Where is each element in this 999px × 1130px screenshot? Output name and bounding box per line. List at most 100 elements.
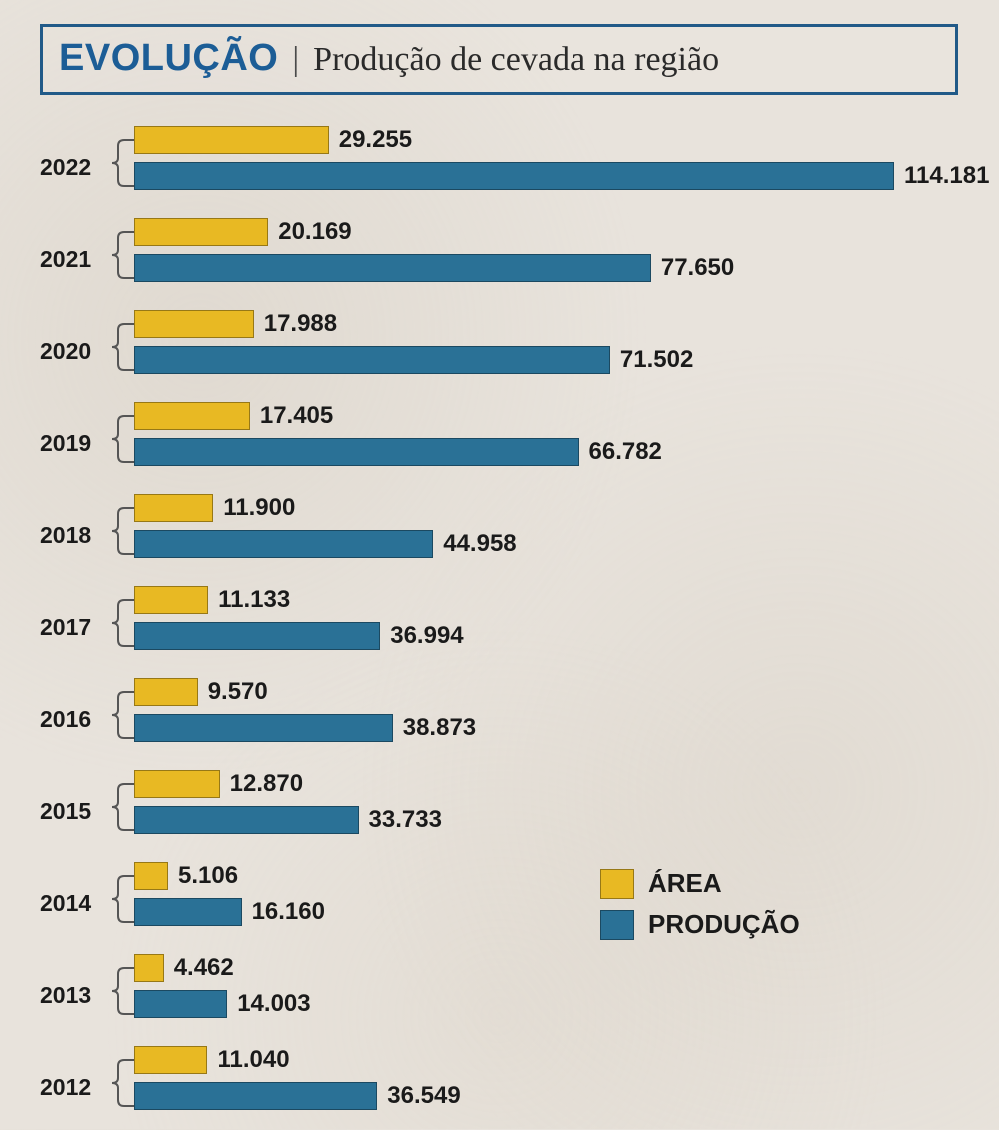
bar-fill-producao [134,438,579,466]
bar-fill-producao [134,990,227,1018]
chart-row: 2015 12.870 33.733 [40,762,958,848]
bar-fill-producao [134,898,242,926]
legend-item-area: ÁREA [600,868,800,899]
chart-row: 2017 11.133 36.994 [40,578,958,664]
bar-value-producao: 71.502 [620,346,693,374]
bracket-icon [108,136,134,190]
bracket-icon [108,320,134,374]
bar-group: 9.57038.873 [134,678,958,750]
bar-group: 29.255 114.181 [134,126,958,198]
bar-fill-area [134,310,254,338]
chart-row: 2022 29.255 114.181 [40,118,958,204]
bar-producao: 14.003 [134,990,958,1018]
bar-producao: 66.782 [134,438,958,466]
bar-value-area: 20.169 [278,218,351,246]
title-separator: | [292,41,299,79]
bar-fill-area [134,1046,207,1074]
bracket-icon [108,872,134,926]
bracket-icon [108,780,134,834]
year-label: 2019 [40,430,110,457]
bar-producao: 44.958 [134,530,958,558]
year-label: 2015 [40,798,110,825]
bar-area: 11.040 [134,1046,958,1074]
title-subtitle: Produção de cevada na região [313,41,719,79]
bar-fill-producao [134,254,651,282]
bar-group: 17.405 66.782 [134,402,958,474]
bar-producao: 71.502 [134,346,958,374]
bar-area: 29.255 [134,126,958,154]
bar-fill-producao [134,346,610,374]
year-label: 2017 [40,614,110,641]
bar-value-producao: 66.782 [589,438,662,466]
year-label: 2020 [40,338,110,365]
bar-area: 17.988 [134,310,958,338]
chart-row: 2018 11.900 44.958 [40,486,958,572]
chart-row: 2019 17.405 66.782 [40,394,958,480]
chart-title-box: EVOLUÇÃO | Produção de cevada na região [40,24,958,95]
bar-group: 20.169 77.650 [134,218,958,290]
bar-group: 11.133 36.994 [134,586,958,658]
bracket-icon [108,504,134,558]
bar-value-producao: 114.181 [904,162,989,190]
bracket-icon [108,596,134,650]
bar-group: 12.870 33.733 [134,770,958,842]
bar-fill-area [134,954,164,982]
chart-row: 2021 20.169 77.650 [40,210,958,296]
year-label: 2014 [40,890,110,917]
bar-fill-area [134,402,250,430]
bar-producao: 36.549 [134,1082,958,1110]
bar-group: 11.900 44.958 [134,494,958,566]
bracket-icon [108,228,134,282]
bar-fill-area [134,218,268,246]
bar-fill-producao [134,1082,377,1110]
bracket-icon [108,688,134,742]
bracket-icon [108,964,134,1018]
bar-value-area: 12.870 [230,770,303,798]
bar-value-producao: 38.873 [403,714,476,742]
bar-producao: 16.160 [134,898,958,926]
bar-value-area: 11.900 [223,494,295,522]
title-main: EVOLUÇÃO [59,37,278,80]
bar-fill-producao [134,806,359,834]
bar-fill-area [134,494,213,522]
bar-area: 11.900 [134,494,958,522]
bar-fill-area [134,126,329,154]
chart-row: 2020 17.988 71.502 [40,302,958,388]
bar-producao: 33.733 [134,806,958,834]
bar-value-area: 17.988 [264,310,337,338]
bar-area: 17.405 [134,402,958,430]
legend-swatch-area [600,869,634,899]
bar-value-producao: 36.994 [390,622,463,650]
year-label: 2013 [40,982,110,1009]
bar-fill-producao [134,530,433,558]
year-label: 2018 [40,522,110,549]
bar-producao: 114.181 [134,162,958,190]
legend-label-producao: PRODUÇÃO [648,909,800,940]
bar-value-area: 11.133 [218,586,290,614]
bar-fill-producao [134,622,380,650]
bar-producao: 36.994 [134,622,958,650]
bar-area: 11.133 [134,586,958,614]
bar-producao: 77.650 [134,254,958,282]
bar-value-producao: 16.160 [252,898,325,926]
bar-value-area: 17.405 [260,402,333,430]
chart-row: 2014 5.10616.160 [40,854,958,940]
year-label: 2022 [40,154,110,181]
bar-value-producao: 14.003 [237,990,310,1018]
bar-value-producao: 77.650 [661,254,734,282]
bracket-icon [108,1056,134,1110]
bar-fill-area [134,862,168,890]
bracket-icon [108,412,134,466]
bar-group: 17.988 71.502 [134,310,958,382]
bar-fill-producao [134,714,393,742]
bar-group: 5.10616.160 [134,862,958,934]
legend-label-area: ÁREA [648,868,722,899]
year-label: 2021 [40,246,110,273]
chart-row: 2012 11.040 36.549 [40,1038,958,1124]
bar-value-producao: 44.958 [443,530,516,558]
legend-swatch-producao [600,910,634,940]
bar-fill-area [134,586,208,614]
bar-value-producao: 33.733 [369,806,442,834]
year-label: 2012 [40,1074,110,1101]
bar-value-area: 4.462 [174,954,234,982]
